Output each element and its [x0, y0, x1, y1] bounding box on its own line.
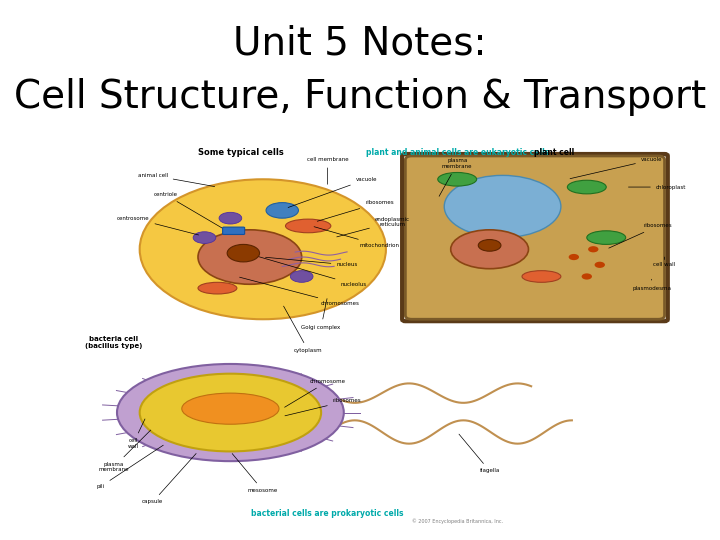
- Ellipse shape: [451, 230, 528, 269]
- Text: bacteria cell
(bacillus type): bacteria cell (bacillus type): [85, 336, 143, 349]
- Ellipse shape: [444, 176, 561, 238]
- Text: chromosomes: chromosomes: [240, 277, 360, 306]
- Text: vacuole: vacuole: [570, 157, 662, 179]
- Text: cell membrane: cell membrane: [307, 157, 348, 184]
- Text: ribosomes: ribosomes: [285, 399, 361, 416]
- Text: pili: pili: [96, 445, 163, 489]
- Ellipse shape: [438, 172, 477, 186]
- Text: plasmodesma: plasmodesma: [632, 279, 671, 291]
- Ellipse shape: [193, 232, 216, 244]
- Text: bacterial cells are prokaryotic cells: bacterial cells are prokaryotic cells: [251, 509, 404, 518]
- Ellipse shape: [567, 180, 606, 194]
- Text: plant cell: plant cell: [534, 147, 575, 157]
- Text: plasma
membrane: plasma membrane: [439, 158, 472, 197]
- Text: nucleus: nucleus: [266, 257, 358, 267]
- Circle shape: [595, 262, 605, 268]
- Ellipse shape: [478, 240, 501, 251]
- Circle shape: [582, 273, 592, 280]
- Text: vacuole: vacuole: [288, 177, 377, 207]
- Text: centriole: centriole: [153, 192, 225, 230]
- Text: cell
wall: cell wall: [127, 419, 145, 449]
- Ellipse shape: [140, 374, 321, 451]
- Ellipse shape: [228, 245, 260, 262]
- Text: cytoplasm: cytoplasm: [284, 306, 323, 353]
- Ellipse shape: [285, 219, 331, 233]
- Ellipse shape: [219, 212, 242, 224]
- Text: cell wall: cell wall: [654, 257, 675, 267]
- Text: flagella: flagella: [459, 434, 500, 474]
- Text: Some typical cells: Some typical cells: [198, 147, 284, 157]
- Text: ribosomes: ribosomes: [318, 200, 394, 221]
- Ellipse shape: [587, 231, 626, 245]
- Circle shape: [588, 246, 598, 252]
- Text: nucleolus: nucleolus: [249, 254, 366, 287]
- Text: mitochondrion: mitochondrion: [314, 227, 400, 248]
- Text: © 2007 Encyclopedia Britannica, Inc.: © 2007 Encyclopedia Britannica, Inc.: [412, 518, 503, 524]
- Ellipse shape: [290, 271, 313, 282]
- Text: mesosome: mesosome: [232, 454, 278, 493]
- Ellipse shape: [181, 393, 279, 424]
- FancyBboxPatch shape: [405, 156, 665, 319]
- Text: Cell Structure, Function & Transport: Cell Structure, Function & Transport: [14, 78, 706, 116]
- Text: chloroplast: chloroplast: [629, 185, 686, 190]
- Text: chromosome: chromosome: [284, 379, 346, 407]
- FancyBboxPatch shape: [222, 227, 245, 234]
- Text: animal cell: animal cell: [138, 173, 215, 186]
- Ellipse shape: [266, 202, 299, 218]
- Text: centrosome: centrosome: [117, 215, 199, 235]
- Ellipse shape: [140, 179, 386, 319]
- Text: Golgi complex: Golgi complex: [302, 299, 341, 329]
- Text: plant and animal cells are eukaryotic cells: plant and animal cells are eukaryotic ce…: [366, 147, 549, 157]
- Ellipse shape: [117, 364, 344, 461]
- Ellipse shape: [198, 230, 302, 284]
- Text: plasma
membrane: plasma membrane: [99, 430, 150, 472]
- Ellipse shape: [198, 282, 237, 294]
- Ellipse shape: [522, 271, 561, 282]
- Text: capsule: capsule: [142, 454, 196, 504]
- Text: ribosomes: ribosomes: [609, 224, 672, 248]
- Text: endoplasmic
reticulum: endoplasmic reticulum: [337, 217, 410, 237]
- Text: Unit 5 Notes:: Unit 5 Notes:: [233, 24, 487, 62]
- Circle shape: [569, 254, 579, 260]
